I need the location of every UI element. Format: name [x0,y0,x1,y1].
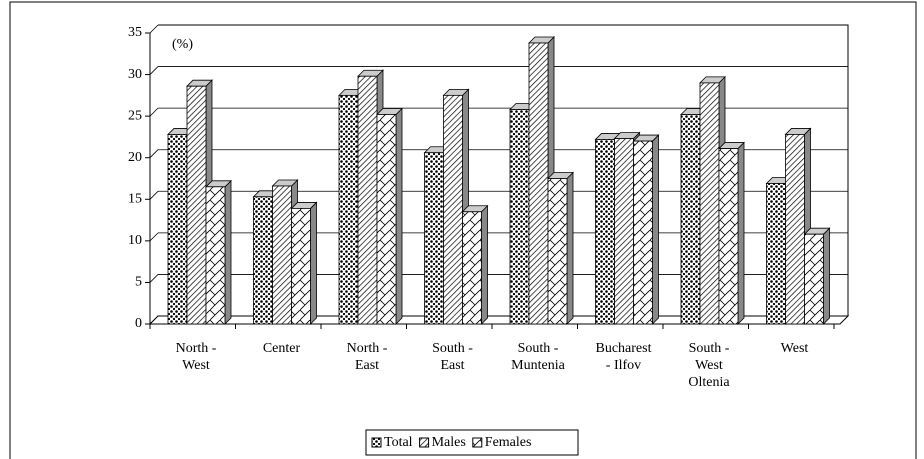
bar-side [224,179,232,325]
bar [272,185,292,325]
x-tick-label: South - West Oltenia [688,341,730,390]
legend-box [365,429,579,456]
unit-label: (%) [172,37,193,52]
bar-side [481,204,488,325]
bar [357,75,378,325]
y-tick-label: 15 [128,192,142,207]
bar [443,94,463,325]
grid-side [149,66,159,75]
bar [167,134,188,325]
bar [547,178,568,325]
grid-side [149,274,159,283]
y-tick-label: 5 [135,275,142,290]
bar [633,140,653,325]
bar [462,211,482,325]
legend-swatch [419,437,430,448]
legend-swatch [472,437,483,448]
bar-side [566,171,574,325]
bar [699,82,720,325]
grid-side [149,107,159,117]
bar [424,152,444,325]
y-tick-label: 30 [128,67,142,82]
bar [766,183,786,325]
frame [9,1,917,459]
legend-label: Males [432,435,466,450]
grid-side [149,232,159,242]
x-tick-label: Bucharest - Ilfov [595,341,652,373]
legend-label: Total [384,435,413,450]
x-tick-label: North - East [346,341,388,373]
bar [595,139,615,325]
x-tick-label: North - West [175,341,217,373]
y-tick-label: 25 [128,108,142,123]
bar [680,114,701,325]
bar [186,85,207,325]
x-tick-label: Center [262,341,301,356]
bar [804,233,824,325]
bar [528,42,549,325]
y-tick-label: 20 [128,150,142,165]
bar [205,186,226,325]
grid-side [149,315,159,325]
y-tick-label: 0 [135,316,142,331]
y-tick-label: 10 [128,233,142,248]
y-tick-label: 35 [128,25,142,40]
bar [718,148,739,325]
bar-side [395,107,403,325]
grid-side [149,191,159,200]
bar [338,94,359,325]
bar-side [310,201,317,325]
bar [253,196,273,325]
x-tick-label: South - East [432,341,473,373]
grid-side [149,149,159,158]
bar-side [823,227,830,325]
bar-side [652,134,659,325]
grid-side [149,24,159,34]
legend-swatch [371,437,382,448]
bar [291,208,311,325]
x-tick-label: South - Muntenia [511,341,565,373]
bar [785,134,805,325]
bar [376,114,397,325]
bar [614,138,634,325]
bar-side [737,141,745,325]
bar [509,109,530,325]
legend-label: Females [485,435,532,450]
x-tick-label: West [780,341,809,356]
